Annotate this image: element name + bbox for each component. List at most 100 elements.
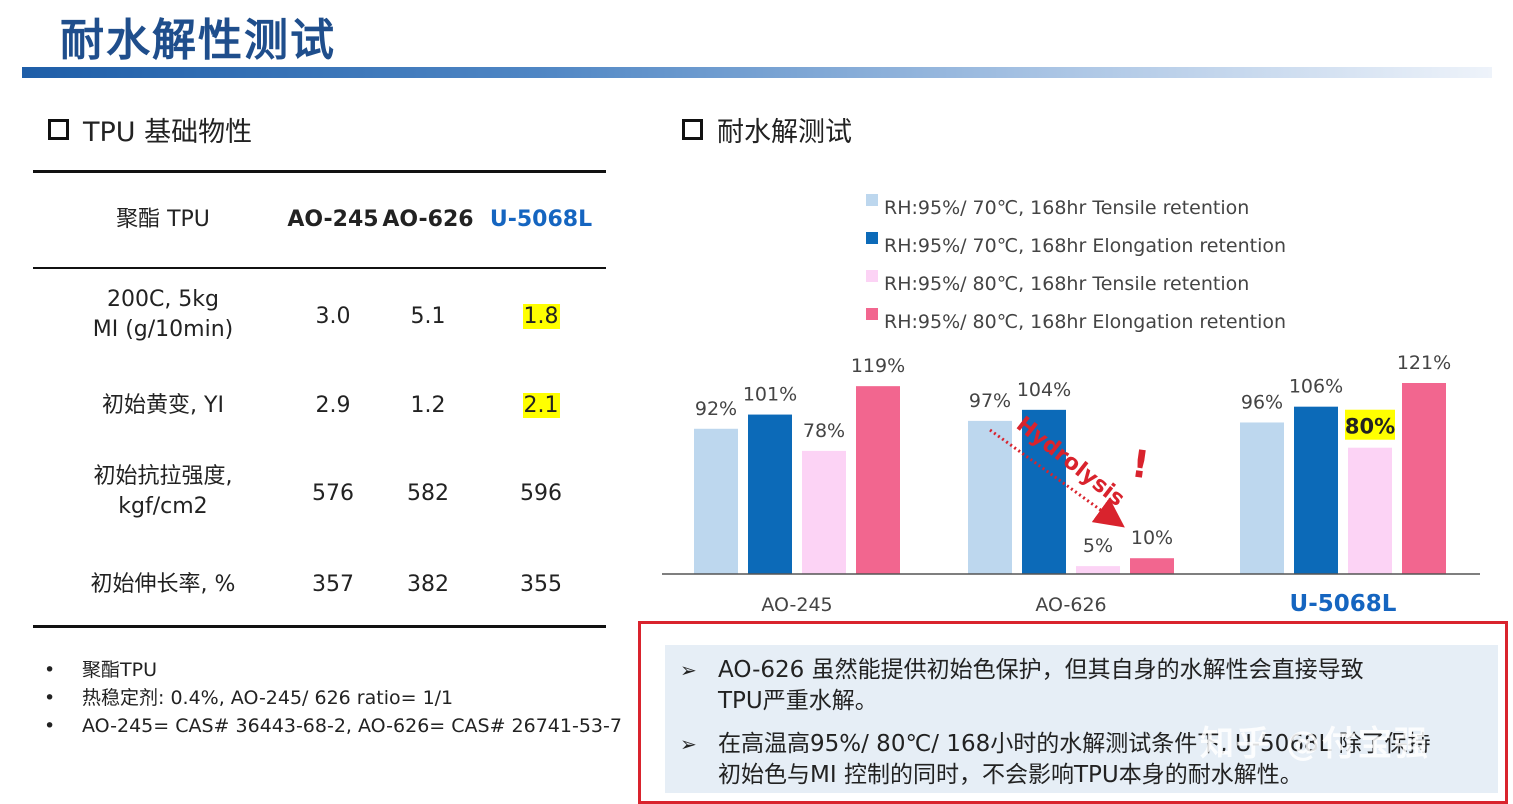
bar (1130, 558, 1174, 574)
conclusion-callout-fill (665, 645, 1498, 793)
x-tick-label: AO-626 (1035, 594, 1106, 616)
right-section-heading: 耐水解测试 (682, 110, 852, 149)
data-label: 106% (1289, 376, 1343, 398)
data-label: 10% (1131, 527, 1173, 549)
row-label-tensile-line1: 初始抗拉强度, (93, 464, 233, 489)
bullet-dot-icon: • (44, 659, 56, 681)
cell-yi-ao626: 1.2 (410, 393, 446, 418)
slide-title: 耐水解性测试 (60, 15, 336, 66)
callout-line: 在高温高95%/ 80℃/ 168小时的水解测试条件下, U-5068L 除了保… (718, 731, 1431, 757)
list-item: • 热稳定剂: 0.4%, AO-245/ 626 ratio= 1/1 (44, 684, 622, 712)
bar (1076, 566, 1120, 574)
table-header-rule (33, 267, 606, 269)
callout-line: AO-626 虽然能提供初始色保护，但其自身的水解性会直接导致 (718, 657, 1364, 683)
legend-swatch (866, 232, 878, 244)
x-tick-label: AO-245 (761, 594, 832, 616)
table-top-rule (33, 170, 606, 173)
bar (1402, 383, 1446, 574)
data-label: 104% (1017, 379, 1071, 401)
row-label-elongation: 初始伸长率, % (90, 572, 236, 597)
row-label-mi-line1: 200C, 5kg (106, 287, 220, 312)
cell-elongation-u5068l: 355 (520, 572, 562, 597)
square-bullet-icon (48, 119, 69, 140)
legend-label: RH:95%/ 80℃, 168hr Tensile retention (884, 273, 1249, 295)
cell-yi-ao245: 2.9 (315, 393, 351, 418)
notes-list: • 聚酯TPU • 热稳定剂: 0.4%, AO-245/ 626 ratio= 1… (44, 656, 622, 740)
data-label: 96% (1241, 391, 1283, 413)
legend-label: RH:95%/ 80℃, 168hr Elongation retention (884, 311, 1286, 333)
cell-mi-ao626: 5.1 (410, 304, 446, 329)
legend-label: RH:95%/ 70℃, 168hr Tensile retention (884, 197, 1249, 219)
row-label-yi: 初始黄变, YI (102, 393, 224, 418)
callout-bullet-1: ➢ AO-626 虽然能提供初始色保护，但其自身的水解性会直接导致 TPU严重水… (680, 655, 1364, 717)
watermark: 知乎 @付宝强 (1200, 724, 1430, 764)
callout-bullet-text: AO-626 虽然能提供初始色保护，但其自身的水解性会直接导致 TPU严重水解。 (718, 655, 1364, 717)
data-label: 101% (743, 384, 797, 406)
data-label: 5% (1083, 535, 1113, 557)
bar (1240, 422, 1284, 574)
legend-swatch (866, 308, 878, 320)
legend-swatch (866, 194, 878, 206)
right-section-heading-text: 耐水解测试 (717, 117, 852, 148)
cell-yi-u5068l: 2.1 (491, 391, 591, 421)
legend-swatch (866, 270, 878, 282)
legend-label: RH:95%/ 70℃, 168hr Elongation retention (884, 235, 1286, 257)
note-text: AO-245= CAS# 36443-68-2, AO-626= CAS# 26… (82, 715, 622, 737)
list-item: • AO-245= CAS# 36443-68-2, AO-626= CAS# 2… (44, 712, 622, 740)
bar (1294, 406, 1338, 574)
bar (802, 450, 846, 574)
bar (694, 428, 738, 574)
title-underline-bar (22, 67, 1492, 78)
data-label: 92% (695, 398, 737, 420)
cell-tensile-u5068l: 596 (520, 481, 562, 506)
cell-tensile-ao626: 582 (407, 481, 449, 506)
list-item: • 聚酯TPU (44, 656, 622, 684)
exclamation-mark: ! (1129, 441, 1152, 487)
x-axis-labels: AO-245 AO-626 U-5068L (761, 591, 1396, 617)
left-section-heading-text: TPU 基础物性 (83, 117, 253, 148)
callout-bullet-text: 在高温高95%/ 80℃/ 168小时的水解测试条件下, U-5068L 除了保… (718, 729, 1431, 791)
row-label-tensile: 初始抗拉强度, kgf/cm2 (63, 462, 263, 522)
x-tick-label: U-5068L (1290, 591, 1397, 617)
table-header-sample: 聚酯 TPU (116, 207, 210, 232)
hydrolysis-arrow (989, 428, 1125, 528)
row-label-mi: 200C, 5kg MI (g/10min) (63, 285, 263, 345)
bar (1348, 447, 1392, 574)
cell-mi-u5068l: 1.8 (491, 302, 591, 332)
bullet-dot-icon: • (44, 687, 56, 709)
chart-legend: RH:95%/ 70℃, 168hr Tensile retention RH:9… (866, 194, 1286, 333)
table-header-ao626: AO-626 (382, 207, 474, 232)
data-label: 78% (803, 420, 845, 442)
table-header-u5068l: U-5068L (489, 207, 593, 232)
bar (856, 386, 900, 574)
cell-elongation-ao626: 382 (407, 572, 449, 597)
bar (1022, 409, 1066, 574)
row-label-mi-line2: MI (g/10min) (92, 317, 234, 342)
data-label-highlight (1345, 409, 1395, 440)
callout-bullet-2: ➢ 在高温高95%/ 80℃/ 168小时的水解测试条件下, U-5068L 除… (680, 729, 1431, 791)
table-bottom-rule (33, 625, 606, 628)
chart-bars: 92% 101% 78% 119% 97% 104% 5% 10% 96% 106%80% 121% (694, 352, 1451, 574)
data-label: 97% (969, 390, 1011, 412)
data-label: 119% (851, 355, 905, 377)
callout-line: TPU严重水解。 (718, 688, 878, 714)
highlighted-value: 1.8 (522, 304, 560, 329)
data-label: 121% (1397, 352, 1451, 374)
callout-line: 初始色与MI 控制的同时，不会影响TPU本身的耐水解性。 (718, 762, 1303, 788)
cell-elongation-ao245: 357 (312, 572, 354, 597)
arrow-bullet-icon: ➢ (680, 658, 697, 682)
data-label: 80% (1345, 415, 1395, 439)
square-bullet-icon (682, 119, 703, 140)
note-text: 聚酯TPU (82, 659, 157, 681)
bar (748, 414, 792, 574)
highlighted-value: 2.1 (522, 393, 560, 418)
arrow-bullet-icon: ➢ (680, 732, 697, 756)
hydrolysis-annotation: Hydrolysis ! (989, 412, 1152, 528)
left-section-heading: TPU 基础物性 (48, 110, 252, 149)
cell-tensile-ao245: 576 (312, 481, 354, 506)
cell-mi-ao245: 3.0 (315, 304, 351, 329)
note-text: 热稳定剂: 0.4%, AO-245/ 626 ratio= 1/1 (82, 687, 454, 709)
bar (968, 420, 1012, 574)
row-label-tensile-line2: kgf/cm2 (118, 494, 208, 519)
